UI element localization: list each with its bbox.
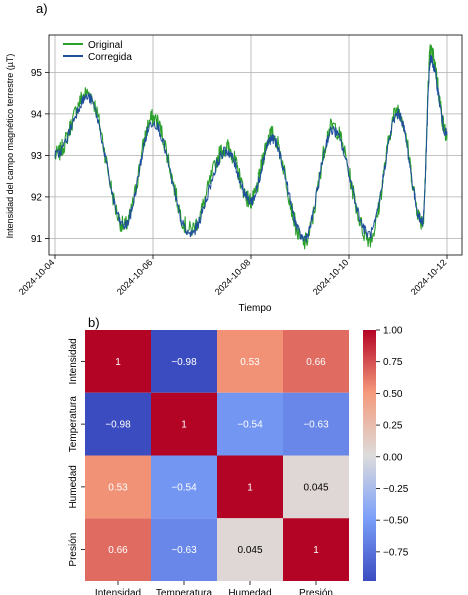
heatmap-cell (217, 330, 283, 393)
heatmap-cell-label: 0.66 (306, 357, 326, 368)
panel-b-label: b) (88, 315, 100, 330)
x-tick-label: 2024-10-10 (311, 257, 351, 297)
heatmap-cell (151, 455, 217, 519)
heatmap-cell-label: −0.98 (105, 420, 131, 431)
heatmap-row-label: Intensidad (68, 338, 79, 384)
heatmap-cell-label: 0.53 (108, 482, 128, 493)
panel-a-series (54, 44, 448, 250)
colorbar-tick-label: 0.25 (383, 421, 403, 432)
heatmap-row-labels: Intensidad Temperatura Humedad Presión (68, 338, 85, 567)
heatmap-col-label: Intensidad (95, 588, 141, 595)
heatmap-cell (151, 330, 217, 393)
colorbar-tick-label: 0.00 (383, 452, 403, 463)
legend-label-corregida: Corregida (88, 52, 132, 63)
heatmap-cell-label: −0.54 (237, 420, 263, 431)
legend-label-original: Original (88, 40, 122, 51)
heatmap-cell (85, 392, 151, 456)
colorbar-gradient (363, 330, 376, 581)
panel-a-ylabel: Intensidad del campo magnético terrestre… (5, 54, 15, 239)
heatmap-col-label: Humedad (228, 588, 271, 595)
x-tick-label: 2024-10-04 (17, 257, 57, 297)
y-tick-label: 94 (31, 109, 43, 120)
heatmap-row-label: Temperatura (68, 396, 79, 453)
y-tick-label: 92 (31, 192, 43, 203)
y-tick-label: 93 (31, 151, 43, 162)
y-tick-label: 95 (31, 68, 43, 79)
heatmap-cell-label: −0.54 (171, 482, 197, 493)
x-tick-label: 2024-10-08 (213, 257, 253, 297)
heatmap-cell (85, 518, 151, 581)
panel-a-y-axis: 91 92 93 94 95 (31, 68, 49, 245)
heatmap-cell (283, 330, 349, 393)
panel-a-label: a) (36, 1, 48, 16)
heatmap-cell-label: −0.63 (171, 545, 197, 556)
panel-a-gridlines (49, 35, 462, 255)
colorbar-tick-label: −0.75 (383, 547, 409, 558)
heatmap-cell-label: 0.045 (303, 482, 328, 493)
colorbar-tick-label: 1.00 (383, 326, 403, 337)
panel-a-x-axis: 2024-10-04 2024-10-06 2024-10-08 2024-10-10… (17, 255, 449, 297)
heatmap-cell (217, 455, 283, 519)
colorbar-tick-label: −0.25 (383, 484, 409, 495)
heatmap-cell-label: 1 (115, 357, 121, 368)
panel-a-legend: Original Corregida (63, 40, 132, 63)
heatmap-row-label: Presión (68, 533, 79, 567)
heatmap-cell-label: 1 (313, 545, 319, 556)
heatmap-col-label: Temperatura (156, 588, 213, 595)
heatmap-col-label: Presión (299, 588, 333, 595)
heatmap-cell (85, 330, 151, 393)
heatmap-row-label: Humedad (68, 465, 79, 508)
y-tick-label: 91 (31, 234, 43, 245)
heatmap-cell (151, 392, 217, 456)
panel-a-xlabel: Tiempo (239, 303, 272, 314)
heatmap-cells: 1 −0.98 0.53 0.66 −0.98 1 −0.54 −0.63 0.53 −0.54 1… (85, 330, 349, 581)
heatmap-cell-label: 0.045 (237, 545, 262, 556)
heatmap-cell (217, 392, 283, 456)
colorbar-tick-label: 0.75 (383, 357, 403, 368)
heatmap-cell-label: −0.98 (171, 357, 197, 368)
heatmap-cell-label: 0.66 (108, 545, 128, 556)
colorbar-tick-label: 0.50 (383, 389, 403, 400)
series-line-corregida (54, 55, 448, 243)
heatmap-col-labels: Intensidad Temperatura Humedad Presión (95, 581, 333, 595)
heatmap-cell-label: 0.53 (240, 357, 260, 368)
panel-b: b) 1 −0.98 0.53 0.66 −0.98 1 −0.54 −0.63 0.53 −0.… (68, 315, 409, 595)
heatmap-cell-label: 1 (247, 482, 253, 493)
heatmap-cell-label: 1 (181, 420, 187, 431)
heatmap-cell (283, 518, 349, 581)
panel-a-plot-frame (48, 34, 463, 256)
colorbar-tick-label: −0.50 (383, 516, 409, 527)
colorbar-ticks: 1.00 0.75 0.50 0.25 0.00 −0.25 −0.50 −0.75 (376, 326, 409, 558)
heatmap-cell (151, 518, 217, 581)
colorbar: 1.00 0.75 0.50 0.25 0.00 −0.25 −0.50 −0.75 (363, 326, 409, 581)
x-tick-label: 2024-10-12 (409, 257, 449, 297)
heatmap-cell-label: −0.63 (303, 420, 329, 431)
heatmap-cell (217, 518, 283, 581)
x-tick-label: 2024-10-06 (115, 257, 155, 297)
heatmap-cell (85, 455, 151, 519)
heatmap-cell (283, 455, 349, 519)
heatmap-cell (283, 392, 349, 456)
